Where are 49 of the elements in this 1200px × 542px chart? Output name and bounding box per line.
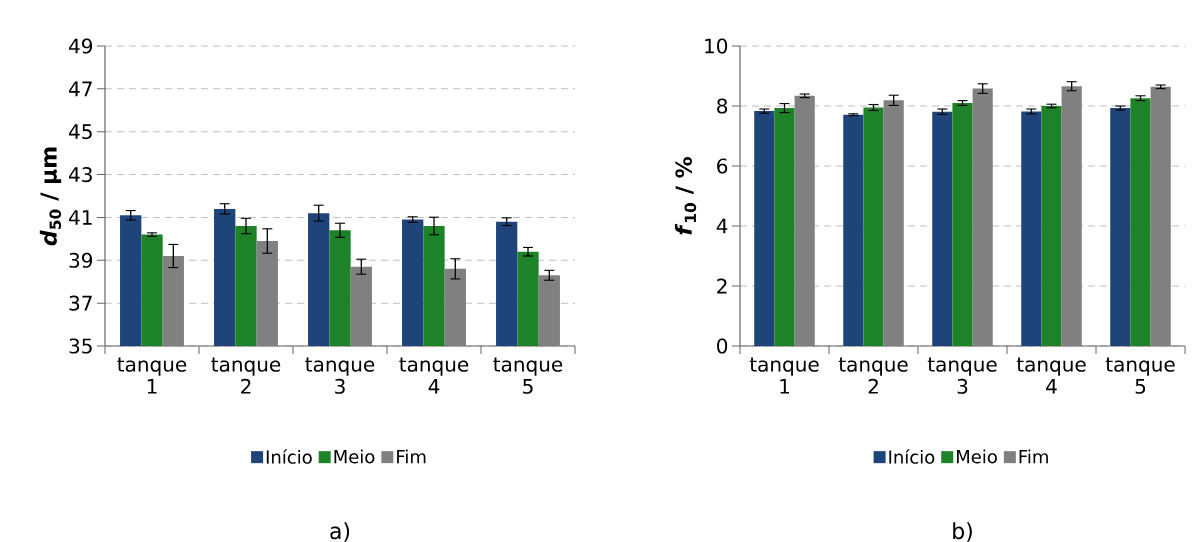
y-tick-label: 37 <box>69 295 92 311</box>
legend-label: Início <box>889 449 935 464</box>
y-tick-label: 2 <box>717 278 727 294</box>
text: b) <box>953 522 972 542</box>
x-tick-label: tanque 3 <box>305 357 375 394</box>
bar <box>863 107 884 346</box>
y-tick-label: 43 <box>68 167 92 183</box>
x-tick-label: tanque 5 <box>1105 357 1175 394</box>
x-tick-label: tanque 4 <box>399 357 469 394</box>
legend-label: Meio <box>956 449 997 464</box>
bar <box>794 95 815 346</box>
y-tick-label: 0 <box>717 338 728 354</box>
bar <box>1130 98 1151 346</box>
x-tick-label: tanque 2 <box>211 357 281 394</box>
x-tick-label: tanque 3 <box>927 357 997 394</box>
x-tick-label: tanque 1 <box>749 357 819 394</box>
bar <box>1021 111 1042 346</box>
bar <box>754 111 775 346</box>
y-tick-label: 4 <box>716 218 728 234</box>
text: a) <box>330 522 350 542</box>
legend-label: Fim <box>1019 449 1048 464</box>
y-tick-label: 8 <box>717 98 728 114</box>
legend-label: Meio <box>334 449 375 464</box>
bar <box>952 103 973 346</box>
y-axis-title: f$_{10}$ / % <box>674 157 697 235</box>
legend-label: Fim <box>397 449 426 464</box>
bar <box>843 114 864 346</box>
y-tick-label: 10 <box>705 38 728 54</box>
bar <box>883 100 904 346</box>
legend-label: Início <box>266 449 312 464</box>
x-tick-label: tanque 2 <box>838 357 908 394</box>
bar <box>1110 108 1131 346</box>
bar <box>774 108 795 346</box>
y-tick-label: 45 <box>68 124 92 140</box>
y-tick-label: 41 <box>68 210 92 225</box>
y-tick-label: 39 <box>69 252 93 268</box>
y-tick-label: 6 <box>717 158 728 174</box>
bar <box>972 88 993 346</box>
bar <box>1150 86 1171 346</box>
x-tick-label: tanque 1 <box>117 357 187 394</box>
y-tick-label: 35 <box>69 338 92 354</box>
y-axis-title: d$_{50}$ / µm <box>39 147 62 246</box>
y-tick-label: 47 <box>68 81 92 97</box>
bar <box>1041 106 1062 346</box>
x-tick-label: tanque 5 <box>493 357 563 394</box>
bar <box>1061 86 1082 346</box>
x-tick-label: tanque 4 <box>1016 357 1086 394</box>
bar <box>932 111 953 346</box>
y-tick-label: 49 <box>68 38 93 54</box>
